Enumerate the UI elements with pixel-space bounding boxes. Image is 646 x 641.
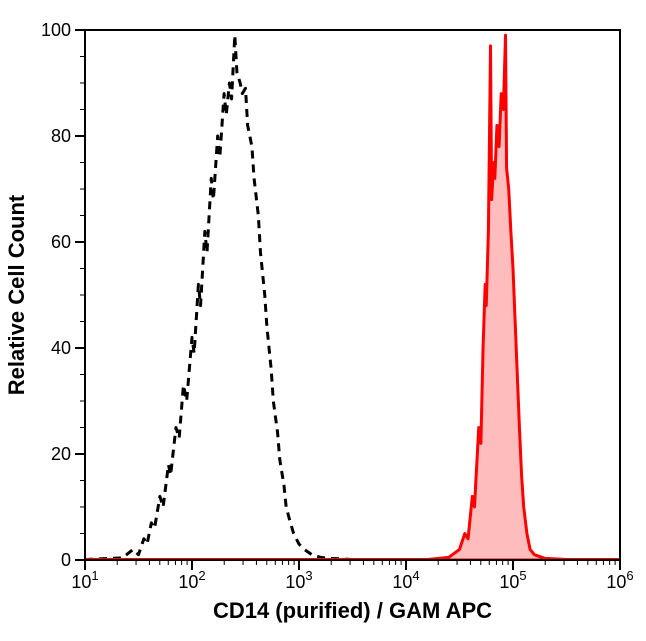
svg-text:100: 100 (41, 20, 71, 40)
svg-text:40: 40 (51, 338, 71, 358)
svg-text:60: 60 (51, 232, 71, 252)
svg-text:20: 20 (51, 444, 71, 464)
svg-text:80: 80 (51, 126, 71, 146)
y-axis-label: Relative Cell Count (4, 194, 29, 395)
svg-text:0: 0 (61, 550, 71, 570)
chart-svg: 101102103104105106020406080100Relative C… (0, 0, 646, 641)
x-axis-label: CD14 (purified) / GAM APC (213, 598, 492, 623)
flow-cytometry-histogram: 101102103104105106020406080100Relative C… (0, 0, 646, 641)
